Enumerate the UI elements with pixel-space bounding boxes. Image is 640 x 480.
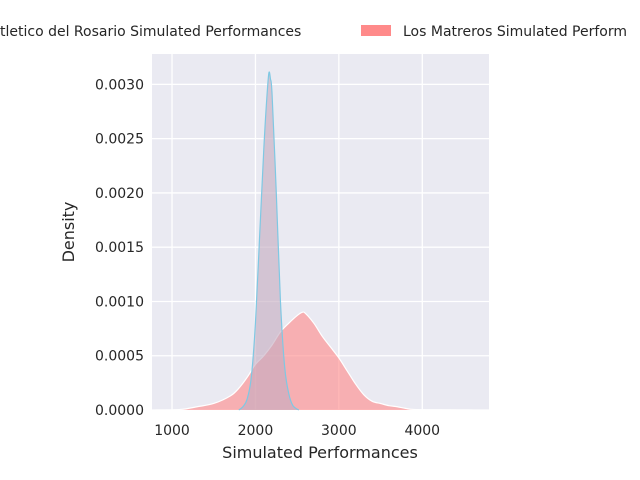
x-tick-labels: 1000 2000 3000 4000	[154, 423, 440, 439]
legend-label-los-matreros: Los Matreros Simulated Perform	[403, 24, 627, 40]
y-tick-label-1: 0.0005	[95, 349, 144, 365]
y-tick-label-5: 0.0025	[95, 132, 144, 148]
density-area-los-matreros	[155, 312, 473, 410]
y-tick-label-6: 0.0030	[95, 77, 144, 93]
grid-lines	[152, 54, 489, 411]
density-line-atletico	[238, 71, 300, 411]
y-tick-label-4: 0.0020	[95, 186, 144, 202]
y-tick-label-2: 0.0010	[95, 294, 144, 310]
density-areas	[155, 71, 473, 411]
x-tick-label-3000: 3000	[321, 423, 357, 439]
legend-swatch-los-matreros	[361, 25, 391, 36]
y-axis-label: Density	[59, 202, 78, 263]
x-tick-label-2000: 2000	[238, 423, 274, 439]
y-tick-label-0: 0.0000	[95, 403, 144, 419]
x-tick-label-1000: 1000	[154, 423, 190, 439]
legend-label-atletico: tletico del Rosario Simulated Performanc…	[0, 24, 301, 40]
density-line-los-matreros	[155, 311, 473, 411]
x-tick-label-4000: 4000	[404, 423, 440, 439]
y-tick-labels: 0.0000 0.0005 0.0010 0.0015 0.0020 0.0025 0.00…	[95, 77, 144, 419]
density-area-atletico	[238, 71, 299, 410]
x-axis-label: Simulated Performances	[222, 443, 418, 462]
legend: tletico del Rosario Simulated Performanc…	[0, 24, 627, 40]
y-tick-label-3: 0.0015	[95, 240, 144, 256]
